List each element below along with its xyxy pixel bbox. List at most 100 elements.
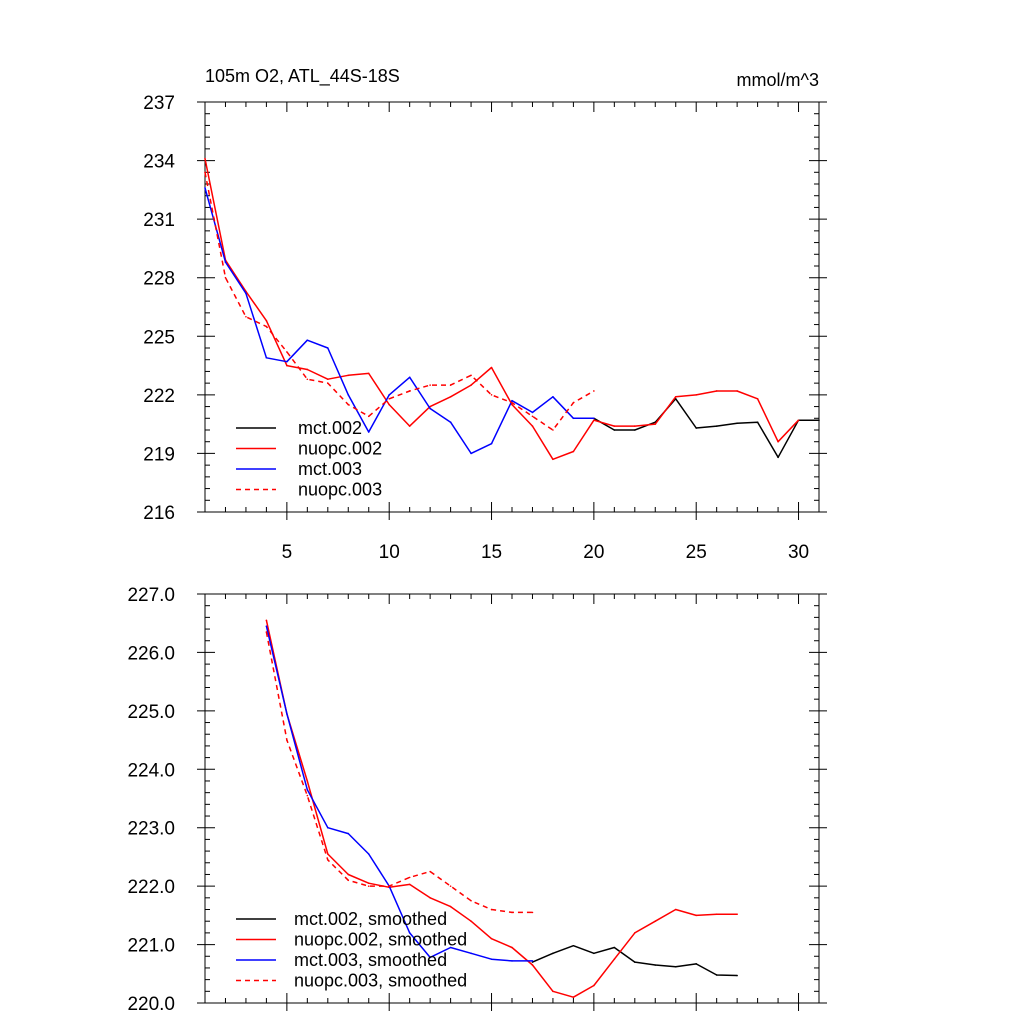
data-point	[470, 920, 472, 922]
data-point	[306, 378, 309, 381]
data-point	[490, 394, 493, 396]
data-point	[552, 396, 554, 398]
data-point	[265, 619, 268, 622]
data-point	[327, 378, 329, 381]
data-point	[531, 964, 534, 966]
data-point	[715, 425, 718, 427]
y-tick-label: 222	[143, 386, 175, 407]
data-point	[736, 974, 738, 977]
x-tick-label: 15	[481, 542, 502, 563]
y-tick-label: 223.0	[127, 819, 175, 840]
data-point	[347, 374, 350, 377]
data-point	[449, 421, 452, 423]
data-point	[511, 960, 513, 962]
data-point	[429, 897, 431, 899]
data-point	[634, 932, 636, 934]
data-point	[552, 429, 554, 431]
data-point	[367, 415, 370, 418]
y-tick-label: 219	[143, 444, 175, 465]
data-point	[286, 351, 288, 353]
data-point	[429, 870, 431, 873]
data-point	[531, 425, 534, 427]
data-point	[552, 458, 554, 461]
data-point	[388, 397, 391, 400]
data-point	[613, 946, 616, 949]
data-point	[797, 419, 800, 422]
legend-label: nuopc.003, smoothed	[294, 971, 467, 991]
data-point	[204, 171, 206, 174]
data-point	[777, 456, 779, 459]
data-point	[736, 390, 738, 392]
data-point	[572, 996, 575, 998]
y-tick-label: 226.0	[127, 643, 175, 664]
data-point	[224, 261, 227, 263]
series-line-mct-003	[204, 187, 594, 455]
data-point	[490, 958, 493, 960]
y-tick-label: 228	[143, 269, 175, 290]
x-tick-label: 25	[686, 542, 707, 563]
units-label: mmol/m^3	[737, 70, 819, 90]
x-tick-label: 30	[788, 542, 809, 563]
data-point	[695, 914, 697, 917]
data-point	[449, 384, 452, 386]
data-point	[613, 425, 616, 427]
data-point	[306, 339, 309, 341]
data-point	[511, 403, 513, 406]
y-tick-label: 220.0	[127, 994, 175, 1015]
data-point	[265, 325, 268, 328]
data-point	[245, 315, 247, 318]
legend-label: nuopc.002	[298, 439, 382, 459]
data-point	[367, 853, 370, 855]
data-point	[449, 885, 452, 887]
data-point	[593, 390, 595, 392]
y-tick-label: 237	[143, 93, 175, 114]
legend-label: mct.002	[298, 418, 362, 438]
chart-title: 105m O2, ATL_44S-18S	[205, 66, 400, 87]
data-point	[756, 421, 759, 423]
data-point	[388, 403, 391, 406]
data-point	[449, 396, 452, 398]
series-line-mct-003-smoothed	[265, 625, 533, 962]
data-point	[347, 879, 350, 882]
data-point	[674, 908, 677, 911]
data-point	[490, 908, 493, 911]
data-point	[327, 859, 329, 861]
data-point	[449, 905, 452, 908]
data-point	[593, 984, 595, 987]
data-point	[408, 390, 411, 392]
data-point	[388, 885, 391, 887]
y-tick-label: 216	[143, 503, 175, 524]
data-point	[511, 946, 513, 949]
series-line-mct-002-smoothed	[532, 944, 738, 977]
data-point	[367, 882, 370, 885]
data-point	[449, 946, 452, 949]
data-point	[531, 960, 534, 962]
data-point	[286, 364, 288, 367]
data-point	[204, 157, 206, 160]
data-point	[572, 401, 575, 404]
y-tick-label: 227.0	[127, 585, 175, 606]
data-point	[327, 382, 329, 384]
data-point	[347, 403, 350, 406]
data-point	[593, 419, 595, 422]
data-point	[327, 853, 329, 855]
data-point	[531, 961, 534, 963]
data-point	[634, 961, 636, 963]
data-point	[634, 429, 636, 431]
data-point	[777, 440, 779, 443]
data-point	[306, 788, 309, 791]
data-point	[634, 425, 636, 427]
data-point	[470, 952, 472, 955]
data-point	[367, 885, 370, 887]
data-point	[490, 442, 493, 445]
data-point	[327, 826, 329, 829]
data-point	[531, 911, 534, 914]
data-point	[265, 625, 268, 627]
data-point	[613, 429, 616, 431]
data-point	[470, 384, 472, 386]
data-point	[695, 427, 697, 429]
data-point	[613, 958, 616, 960]
data-point	[265, 319, 268, 322]
data-point	[531, 411, 534, 414]
